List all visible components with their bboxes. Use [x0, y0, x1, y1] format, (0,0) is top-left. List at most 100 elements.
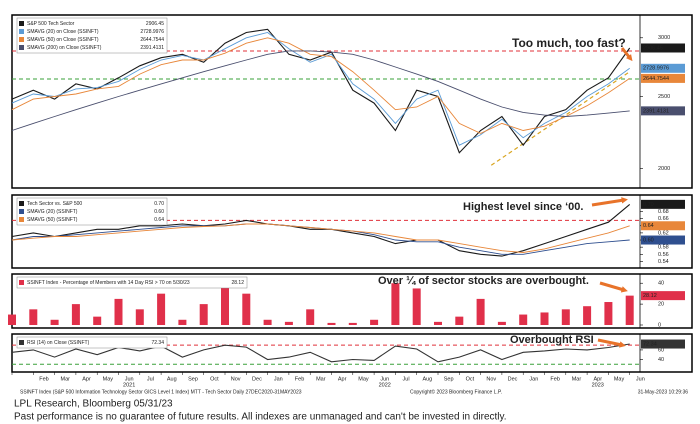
legend-box — [16, 197, 168, 226]
x-tick-label: Mar — [61, 376, 71, 382]
legend-swatch — [19, 209, 24, 214]
x-tick-label: May — [103, 376, 114, 382]
value-tag — [641, 106, 685, 116]
legend-box — [16, 336, 168, 349]
x-tick-label: Jan — [274, 376, 283, 382]
annotation-arrowhead — [621, 197, 628, 204]
series-line — [11, 32, 630, 146]
x-tick-label: Feb — [295, 376, 304, 382]
legend-label: S&P 500 Tech Sector — [27, 21, 75, 27]
x-tick-label: Feb — [550, 376, 559, 382]
value-tag-label: 0.64 — [643, 223, 654, 229]
x-tick-label: Nov — [486, 376, 496, 382]
bar — [284, 321, 293, 325]
annotation-arrowhead — [619, 341, 626, 348]
x-tick-label: Jul — [147, 376, 154, 382]
x-tick-label: Jul — [403, 376, 410, 382]
value-tag — [641, 235, 685, 245]
bar — [604, 302, 613, 325]
bar — [242, 293, 251, 325]
legend-label: SSINFT Index - Percentage of Members wit… — [27, 280, 190, 286]
y-tick-label: 3000 — [658, 35, 670, 41]
x-tick-label: Jan — [529, 376, 538, 382]
x-tick-label: Mar — [316, 376, 326, 382]
legend-swatch — [19, 340, 24, 345]
bar — [583, 306, 592, 325]
legend-value: 2391.4131 — [140, 45, 164, 51]
x-tick-label: Apr — [338, 376, 347, 382]
bar — [391, 283, 400, 325]
x-tick-label: Oct — [466, 376, 475, 382]
legend-swatch — [19, 201, 24, 206]
legend-swatch — [19, 29, 24, 34]
bar — [157, 293, 166, 325]
legend-value: 0.60 — [154, 209, 164, 215]
legend-box — [16, 276, 248, 289]
legend-value: 0.64 — [154, 217, 164, 223]
x-tick-label: Mar — [572, 376, 582, 382]
series-line — [11, 28, 631, 154]
bar — [561, 309, 570, 325]
copyright: Copyright© 2023 Bloomberg Finance L.P. — [410, 388, 502, 395]
year-label: 2021 — [123, 382, 135, 388]
legend-label: SMAVG (20) (SSINFT) — [27, 209, 78, 215]
y-tick-label: 20 — [658, 302, 664, 308]
x-tick-label: Sep — [444, 376, 454, 382]
bar — [135, 309, 144, 325]
series-line — [11, 37, 630, 134]
value-tag-label: 2391.4131 — [643, 108, 669, 114]
value-tag-label: 28.12 — [643, 293, 657, 299]
legend-label: RSI (14) on Close (SSINFT) — [27, 340, 90, 346]
x-tick-label: Sep — [188, 376, 198, 382]
bar — [199, 304, 208, 325]
annotation: Overbought RSI — [510, 334, 594, 346]
bar — [434, 321, 442, 325]
y-tick-label: 0.56 — [658, 252, 669, 258]
x-tick-label: Aug — [422, 376, 432, 382]
value-tag — [641, 291, 685, 301]
bar — [348, 322, 357, 325]
value-tag — [641, 73, 685, 83]
bar — [412, 288, 421, 325]
bar — [306, 309, 315, 325]
legend-label: SMAVG (20) on Close (SSINFT) — [27, 29, 99, 35]
bar — [221, 285, 229, 325]
y-tick-label: 0.62 — [658, 230, 669, 236]
x-tick-label: Oct — [210, 376, 219, 382]
bar — [178, 319, 187, 325]
value-tag-label: 2906.45 — [643, 45, 663, 51]
x-tick-label: Dec — [508, 376, 518, 382]
bar — [50, 319, 59, 325]
legend-swatch — [19, 37, 24, 42]
bar — [519, 314, 528, 325]
legend-swatch — [19, 45, 24, 50]
bar — [327, 322, 336, 325]
y-tick-label: 40 — [658, 357, 664, 363]
y-tick-label: 0.58 — [658, 245, 669, 251]
source-line: SSINFT Index (S&P 500 Information Techno… — [20, 389, 302, 395]
legend-value: 2728.9976 — [140, 29, 164, 35]
bar — [93, 316, 102, 325]
x-tick-label: Nov — [231, 376, 241, 382]
legend-value: 28.12 — [231, 280, 244, 286]
legend-label: Tech Sector vs. S&P 500 — [27, 201, 82, 207]
bar — [29, 309, 38, 325]
legend-swatch — [19, 280, 24, 285]
annotation-arrowhead — [626, 54, 633, 62]
bar — [497, 321, 506, 325]
legend-swatch — [19, 217, 24, 222]
value-tag — [641, 339, 685, 349]
y-tick-label: 0.54 — [658, 259, 669, 265]
legend-label: SMAVG (200) on Close (SSINFT) — [27, 45, 102, 51]
x-tick-label: Jun — [636, 376, 645, 382]
x-tick-label: May — [614, 376, 625, 382]
x-tick-label: Jun — [380, 376, 389, 382]
bar — [8, 314, 16, 325]
y-tick-label: 2000 — [658, 166, 670, 172]
value-tag-label: 72.34 — [643, 341, 657, 347]
bar — [540, 312, 549, 325]
legend-box — [16, 17, 168, 54]
bar — [71, 304, 80, 325]
series-line — [11, 223, 630, 253]
